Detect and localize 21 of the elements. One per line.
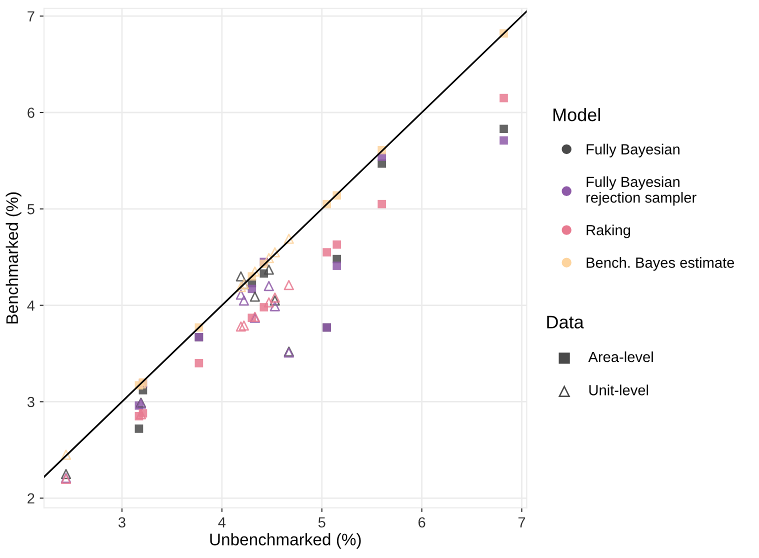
text: Data	[547, 316, 584, 328]
y-tick-label: 4	[27, 300, 35, 311]
x-tick-label: 4	[218, 517, 226, 528]
x-tick-label: 6	[418, 517, 426, 528]
x-axis-title: Unbenchmarked (%)	[210, 533, 361, 549]
x-tick-label: 7	[518, 517, 526, 528]
x-tick-label: 5	[318, 517, 326, 528]
legend-label: Fully Bayesian	[586, 144, 680, 158]
y-tick-label: 7	[28, 11, 34, 22]
x-tick-label: 3	[118, 517, 126, 528]
legend-title: Model	[553, 108, 600, 122]
y-tick-label: 3	[27, 396, 34, 408]
y-tick-label: 5	[27, 204, 34, 214]
y-tick-label: 6	[28, 108, 34, 118]
text: Unit-level	[589, 384, 648, 396]
legend-label: Bench. Bayes estimate	[586, 257, 734, 271]
legend-label: Fully Bayesian rejection sampler	[586, 176, 696, 206]
y-tick-label: 2	[28, 493, 34, 504]
y-axis-title: Benchmarked (%)	[6, 192, 22, 324]
text: Area-level	[588, 351, 653, 362]
legend-label: Raking	[586, 224, 630, 238]
